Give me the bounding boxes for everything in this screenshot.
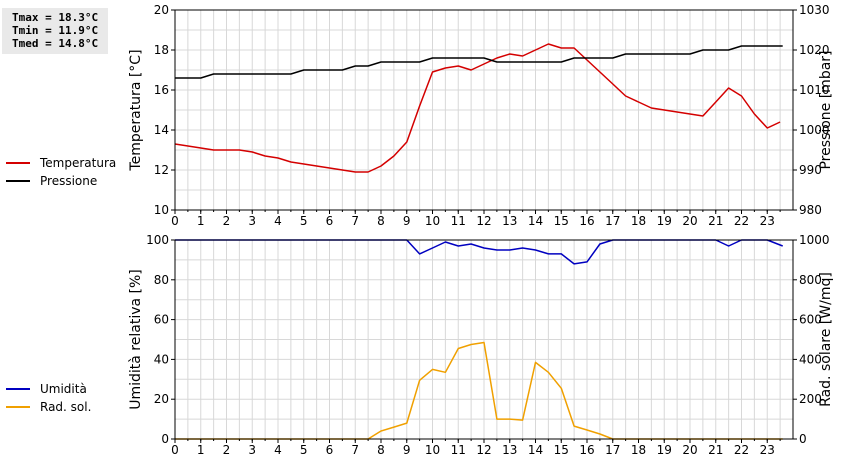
chart1-x-tick-label: 0: [171, 214, 179, 228]
legend-swatch-umidita: [6, 388, 30, 390]
chart2-right-tick-label: 800: [799, 273, 822, 287]
chart1-x-tick-label: 3: [248, 214, 256, 228]
legend-item-temperatura: Temperatura: [6, 154, 116, 172]
chart1-x-tick-label: 6: [326, 214, 334, 228]
chart2-x-tick-label: 19: [657, 443, 672, 457]
chart1-right-tick-label: 1000: [799, 123, 830, 137]
chart1-right-tick-label: 990: [799, 163, 822, 177]
chart1-left-tick-label: 16: [154, 83, 169, 97]
chart2-series-umidit: [175, 239, 783, 265]
chart2-x-tick-label: 14: [528, 443, 543, 457]
legend-bottom: Umidità Rad. sol.: [6, 380, 91, 416]
stat-tmed: Tmed = 14.8°C: [12, 37, 99, 50]
chart2-series-rad-sol: [175, 341, 783, 440]
chart1-x-tick-label: 2: [223, 214, 231, 228]
chart2-right-tick-label: 400: [799, 352, 822, 366]
chart2-x-tick-label: 8: [377, 443, 385, 457]
chart2-left-tick-label: 100: [146, 233, 169, 247]
chart2-x-tick-label: 17: [605, 443, 620, 457]
legend-swatch-temperatura: [6, 162, 30, 164]
stat-tmax: Tmax = 18.3°C: [12, 11, 99, 24]
legend-swatch-pressione: [6, 180, 30, 182]
chart1-x-tick-label: 8: [377, 214, 385, 228]
chart2-x-tick-label: 15: [554, 443, 569, 457]
chart2-x-tick-label: 16: [579, 443, 594, 457]
chart1-x-tick-label: 23: [760, 214, 775, 228]
legend-label-umidita: Umidità: [40, 382, 87, 396]
chart1-x-tick-label: 4: [274, 214, 282, 228]
chart2-x-tick-label: 5: [300, 443, 308, 457]
chart1-left-tick-label: 10: [154, 203, 169, 217]
chart2-right-tick-label: 600: [799, 313, 822, 327]
chart2-x-tick-label: 23: [760, 443, 775, 457]
legend-swatch-rad-sol: [6, 406, 30, 408]
chart1-x-tick-label: 11: [451, 214, 466, 228]
chart1-left-axis-title: Temperatura [°C]: [128, 49, 144, 171]
chart1-left-tick-label: 14: [154, 123, 169, 137]
chart2-left-tick-label: 20: [154, 392, 169, 406]
chart1-left-tick-label: 20: [154, 3, 169, 17]
chart1-series-pressione: [175, 45, 783, 79]
legend-label-rad-sol: Rad. sol.: [40, 400, 92, 414]
chart1-x-tick-label: 1: [197, 214, 205, 228]
chart2-x-tick-label: 1: [197, 443, 205, 457]
chart2-x-tick-label: 22: [734, 443, 749, 457]
chart2-x-tick-label: 21: [708, 443, 723, 457]
chart1-x-tick-label: 13: [502, 214, 517, 228]
chart2-left-tick-label: 40: [154, 352, 169, 366]
chart2-right-tick-label: 1000: [799, 233, 830, 247]
chart1-right-tick-label: 980: [799, 203, 822, 217]
legend-item-pressione: Pressione: [6, 172, 116, 190]
chart1-left-tick-label: 12: [154, 163, 169, 177]
chart1-x-tick-label: 22: [734, 214, 749, 228]
legend-item-umidita: Umidità: [6, 380, 91, 398]
stats-box: Tmax = 18.3°C Tmin = 11.9°C Tmed = 14.8°…: [2, 8, 108, 54]
chart1-x-tick-label: 15: [554, 214, 569, 228]
stat-tmin: Tmin = 11.9°C: [12, 24, 99, 37]
chart1-x-tick-label: 20: [682, 214, 697, 228]
chart2-x-tick-label: 0: [171, 443, 179, 457]
legend-label-temperatura: Temperatura: [40, 156, 117, 170]
chart1-x-tick-label: 16: [579, 214, 594, 228]
chart1-x-tick-label: 21: [708, 214, 723, 228]
legend-top: Temperatura Pressione: [6, 154, 116, 190]
chart2-left-axis-title: Umidità relativa [%]: [128, 269, 144, 410]
chart1-x-tick-label: 9: [403, 214, 411, 228]
chart1-left-tick-label: 18: [154, 43, 169, 57]
chart1-x-tick-label: 18: [631, 214, 646, 228]
legend-label-pressione: Pressione: [40, 174, 98, 188]
chart2-left-tick-label: 0: [161, 432, 169, 446]
chart1-x-tick-label: 14: [528, 214, 543, 228]
chart2-x-tick-label: 2: [223, 443, 231, 457]
chart2-x-tick-label: 18: [631, 443, 646, 457]
chart1-x-tick-label: 17: [605, 214, 620, 228]
chart2-x-tick-label: 12: [476, 443, 491, 457]
chart1-series-temperatura: [174, 43, 781, 173]
chart1-right-tick-label: 1030: [799, 3, 830, 17]
chart1-x-tick-label: 12: [476, 214, 491, 228]
legend-item-rad-sol: Rad. sol.: [6, 398, 91, 416]
chart1-x-tick-label: 7: [351, 214, 359, 228]
chart1-x-tick-label: 19: [657, 214, 672, 228]
chart2-x-tick-label: 13: [502, 443, 517, 457]
chart2-x-tick-label: 11: [451, 443, 466, 457]
chart2-x-tick-label: 7: [351, 443, 359, 457]
chart2-x-tick-label: 3: [248, 443, 256, 457]
chart1-x-tick-label: 5: [300, 214, 308, 228]
chart2-x-tick-label: 10: [425, 443, 440, 457]
chart2-left-tick-label: 80: [154, 273, 169, 287]
chart1-right-tick-label: 1020: [799, 43, 830, 57]
chart2-x-tick-label: 9: [403, 443, 411, 457]
chart2-right-tick-label: 0: [799, 432, 807, 446]
chart1-x-tick-label: 10: [425, 214, 440, 228]
chart2-x-tick-label: 20: [682, 443, 697, 457]
chart1-right-axis-title: Pressione [mbar]: [818, 50, 834, 169]
chart2-left-tick-label: 60: [154, 313, 169, 327]
chart1-right-tick-label: 1010: [799, 83, 830, 97]
chart2-x-tick-label: 6: [326, 443, 334, 457]
chart2-x-tick-label: 4: [274, 443, 282, 457]
chart2-right-axis-title: Rad. solare [W/mq]: [818, 272, 834, 407]
chart2-right-tick-label: 200: [799, 392, 822, 406]
